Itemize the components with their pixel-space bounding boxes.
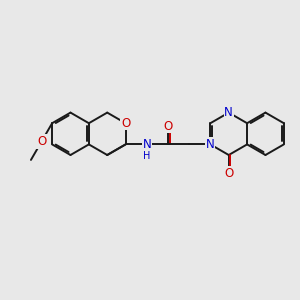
Text: N: N [224, 106, 233, 119]
Text: O: O [164, 120, 172, 133]
Text: N: N [142, 138, 151, 151]
Text: N: N [206, 138, 215, 151]
Text: H: H [143, 151, 151, 161]
Text: O: O [224, 167, 233, 179]
Text: O: O [121, 117, 130, 130]
Text: O: O [37, 135, 46, 148]
